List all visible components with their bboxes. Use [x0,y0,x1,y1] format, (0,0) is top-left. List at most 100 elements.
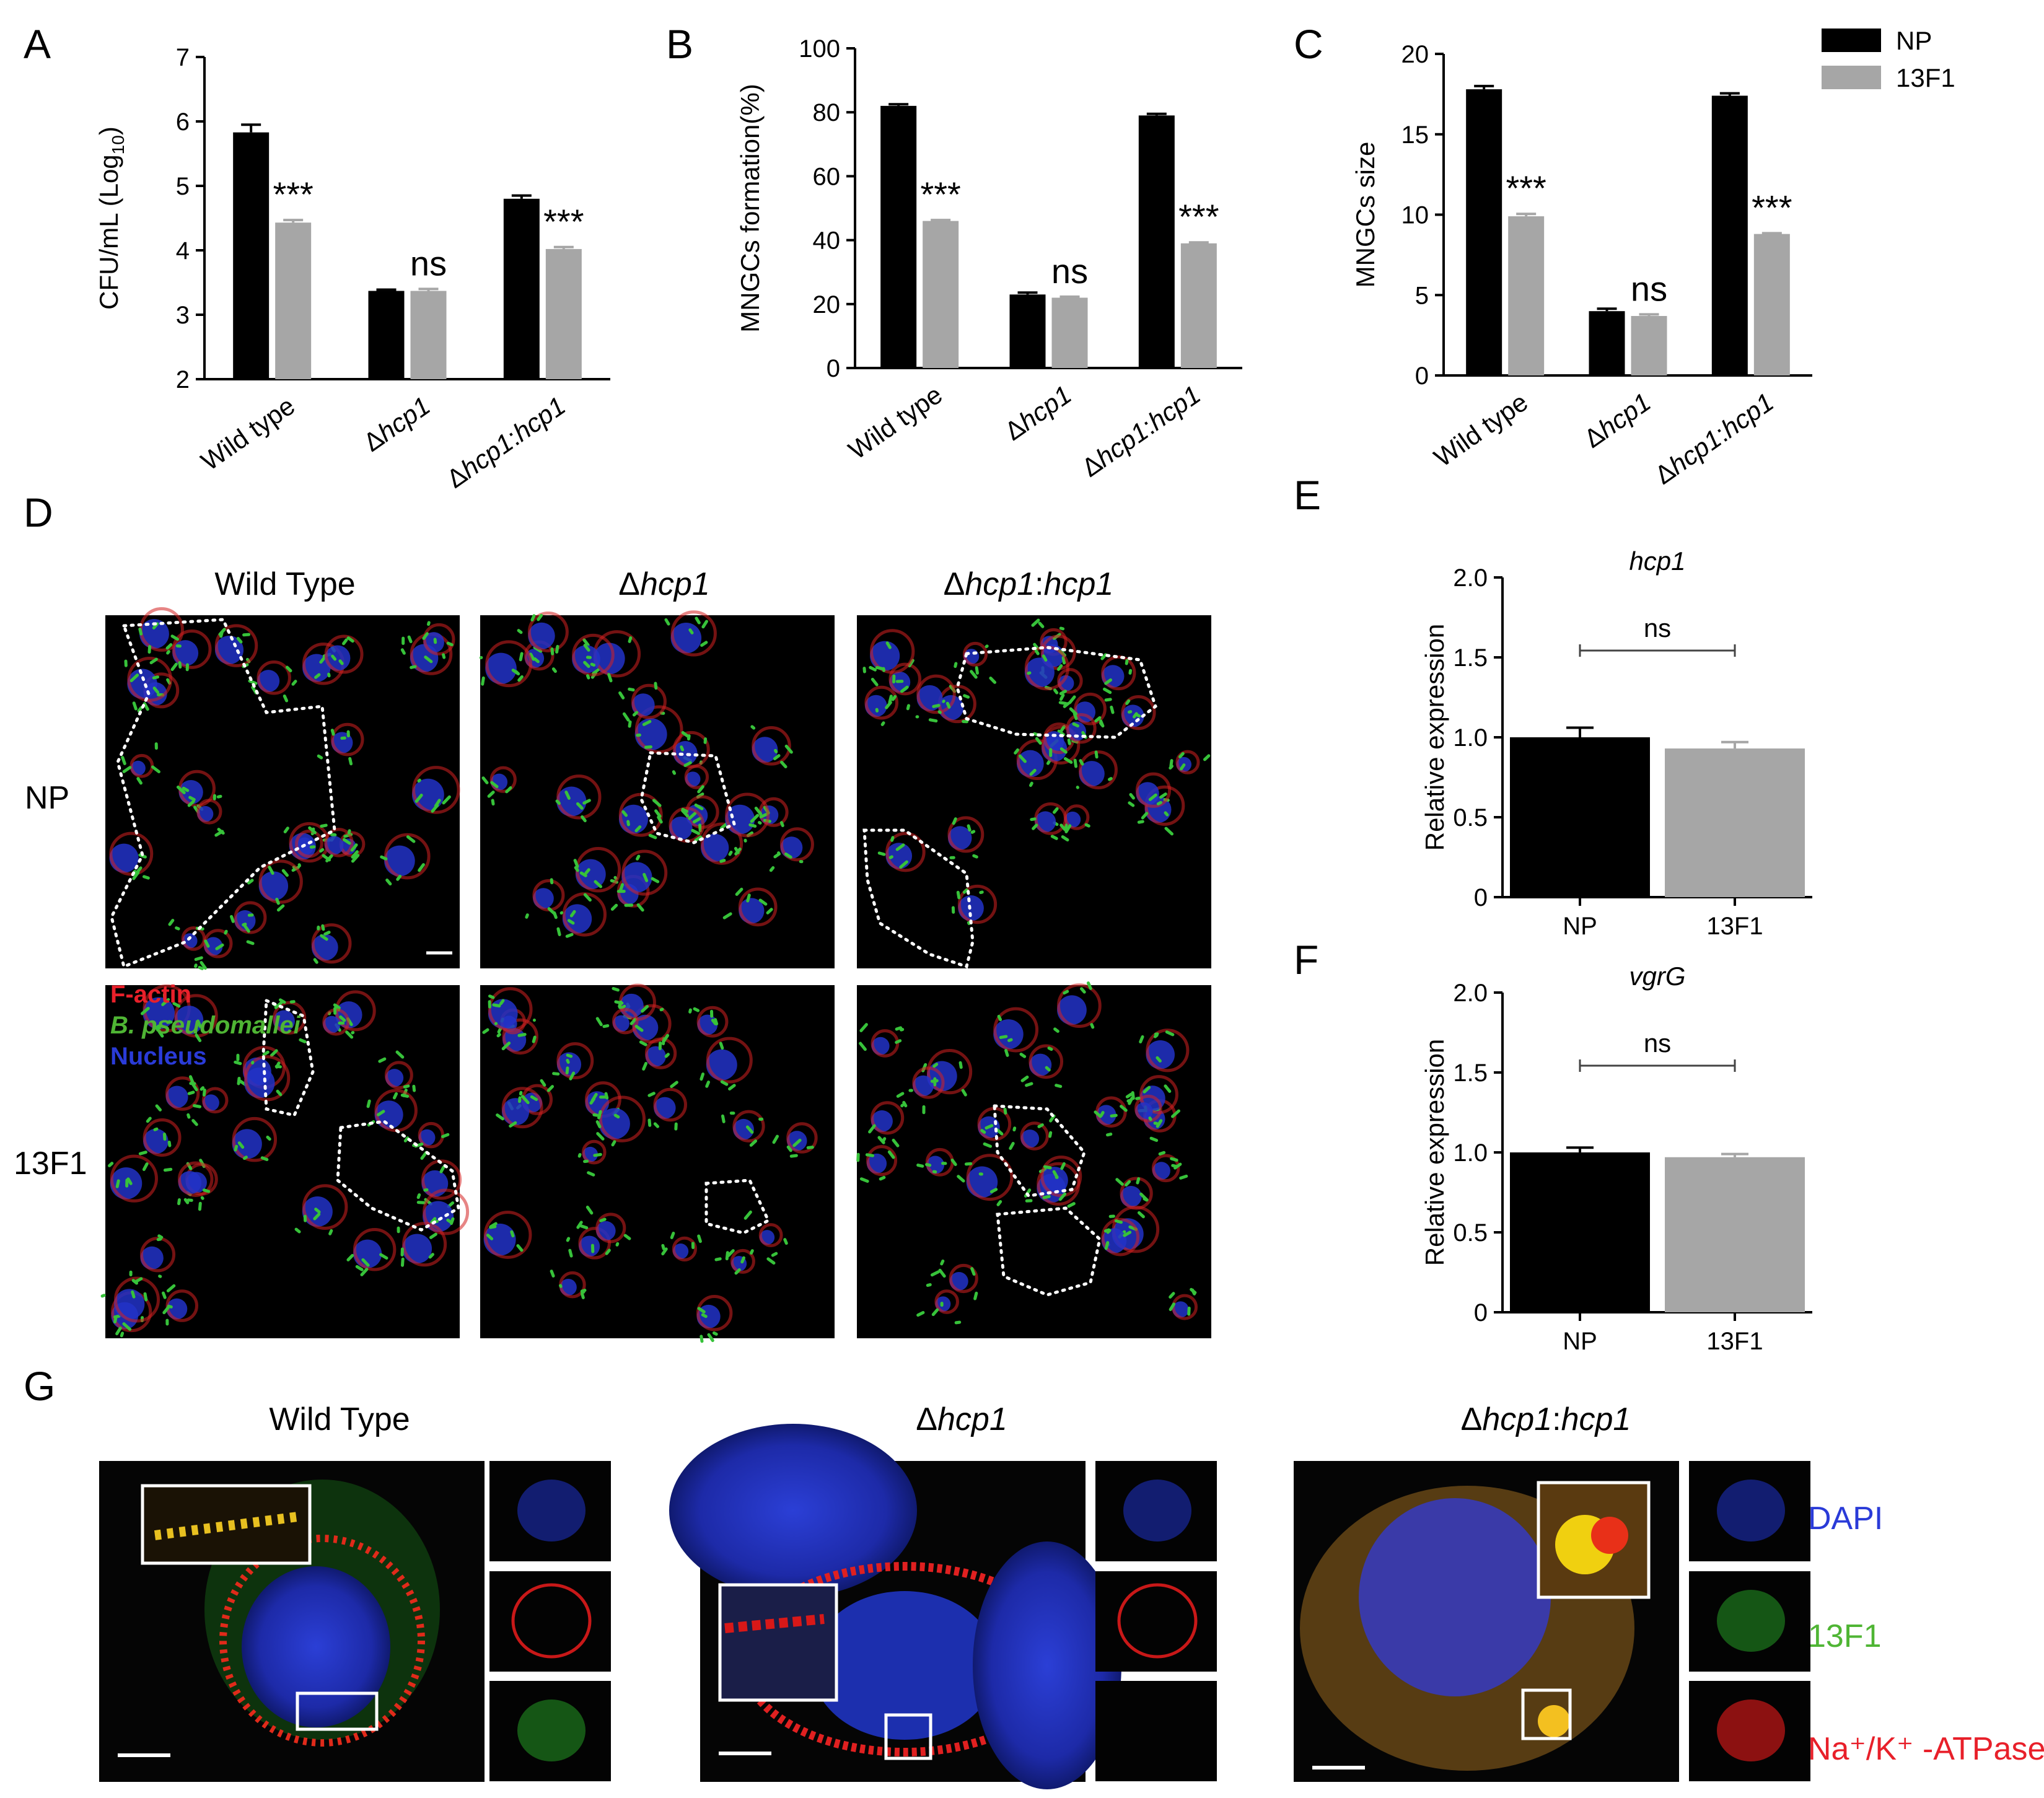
bacterium [553,911,558,919]
bacterium [582,638,590,647]
bacterium [242,923,247,927]
bacterium [1136,1177,1141,1185]
bacterium [140,1007,150,1015]
bacterium [1029,768,1037,776]
f-actin [916,674,956,714]
bacterium [670,1231,675,1240]
bacterium [1164,1084,1172,1093]
nucleus [258,871,289,901]
nucleus [483,1223,516,1256]
nucleus [632,1014,659,1041]
bacterium [859,1177,869,1183]
bacterium [720,1080,729,1086]
significance-label: ns [1631,269,1667,308]
bacterium [1125,659,1129,665]
bacterium [517,629,523,634]
bacterium [192,1104,202,1108]
bacterium [540,1079,546,1087]
bacterium [586,1205,594,1215]
bacterium [613,1113,620,1119]
nucleus [528,622,555,650]
bacterium [449,1217,455,1226]
bacterium [900,1103,905,1108]
y-tick-label: 7 [176,44,190,71]
bacterium [567,919,575,925]
f-actin [1040,1156,1082,1198]
bacterium [283,827,289,834]
x-tick-label: Wild type [843,380,947,465]
bacterium [426,621,431,626]
bacterium [681,730,690,739]
bacterium [579,1224,589,1230]
significance-label: *** [273,175,313,214]
bacterium [314,673,321,679]
f-actin [353,1228,397,1271]
bacterium [586,674,590,680]
bacterium [550,647,555,656]
bacterium [657,815,663,824]
f-actin [527,611,569,652]
bacterium [579,871,587,877]
f-actin [696,1006,729,1038]
f-actin [143,1118,182,1157]
bacterium [615,1242,620,1247]
bacterium [875,665,884,670]
mngc-outline [336,1120,460,1232]
bacterium [771,1252,778,1257]
bacterium [926,1283,932,1287]
bacterium [661,1247,668,1256]
panel-g-images [99,1424,1810,1789]
bacterium [1053,688,1059,695]
chart-b: 0 20 40 60 80 100 *** Wild type ns Δhcp1 *** Δhcp1:… [735,35,1242,483]
nucleus [812,1591,998,1740]
f-actin [571,633,615,677]
bacterium [632,711,639,717]
bacterium [422,632,429,640]
mngc-outline [955,646,1157,739]
bacterium [355,1265,364,1271]
panel-label-f: F [1294,937,1318,983]
bacterium [700,641,708,647]
nucleus [178,1171,202,1195]
bacterium [108,1162,114,1167]
bacterium [247,879,254,885]
bacterium [1050,835,1058,840]
nucleus [572,645,600,673]
panel-d-col-dhcp1: Δhcp1 [618,566,710,602]
f-actin [423,1188,470,1235]
bacterium [157,1030,164,1038]
bacterium [970,1267,976,1276]
bacterium [196,1019,202,1028]
bacterium [1058,701,1068,705]
bacterium [612,986,620,992]
f-actin [488,987,533,1032]
bacterium [262,1050,270,1056]
bacterium [970,670,978,679]
bacterium [555,799,561,805]
bacterium [750,725,756,730]
bacterium [350,843,358,852]
f-actin [483,1211,532,1259]
channel-signal [1717,1590,1785,1652]
x-tick-label: NP [1563,1328,1597,1355]
bacterium [979,890,984,895]
bacterium [701,1313,708,1318]
bacterium [1086,981,1092,990]
y-tick-label: 20 [813,291,841,318]
chart-title: vgrG [1629,962,1685,991]
bacterium [396,874,402,881]
bacterium [400,1094,410,1098]
bacterium [152,675,160,680]
bacterium [1178,752,1185,759]
bacterium [618,691,625,699]
nucleus [916,685,943,711]
bacterium [517,675,524,682]
bacterium [681,807,688,813]
bacterium [537,613,543,621]
bacterium [146,1116,152,1123]
bacterium [1148,793,1157,801]
bacterium [115,1179,120,1188]
bacterium [168,919,175,926]
bacterium [1171,1164,1178,1169]
bacterium [1059,823,1067,831]
